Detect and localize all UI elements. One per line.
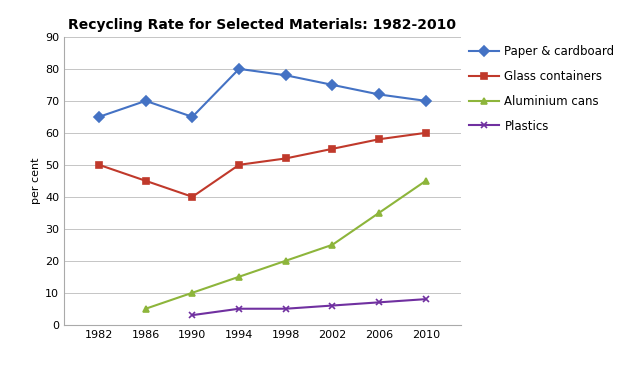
Glass containers xyxy=(95,163,103,167)
Plastics xyxy=(422,297,429,301)
Line: Aluminium cans: Aluminium cans xyxy=(142,177,429,312)
Paper & cardboard xyxy=(375,92,383,97)
Aluminium cans xyxy=(375,211,383,215)
Glass containers xyxy=(282,156,289,161)
Paper & cardboard xyxy=(142,99,150,103)
Paper & cardboard xyxy=(328,83,336,87)
Glass containers xyxy=(142,179,150,183)
Line: Paper & cardboard: Paper & cardboard xyxy=(95,65,429,120)
Aluminium cans xyxy=(236,275,243,279)
Aluminium cans xyxy=(142,307,150,311)
Glass containers xyxy=(189,194,196,199)
Plastics xyxy=(282,307,289,311)
Title: Recycling Rate for Selected Materials: 1982-2010: Recycling Rate for Selected Materials: 1… xyxy=(68,18,456,32)
Glass containers xyxy=(375,137,383,141)
Paper & cardboard xyxy=(282,73,289,77)
Paper & cardboard xyxy=(189,115,196,119)
Plastics xyxy=(189,313,196,317)
Plastics xyxy=(375,300,383,304)
Line: Glass containers: Glass containers xyxy=(95,130,429,200)
Paper & cardboard xyxy=(236,67,243,71)
Glass containers xyxy=(328,146,336,151)
Paper & cardboard xyxy=(422,99,429,103)
Plastics xyxy=(328,303,336,308)
Y-axis label: per cent: per cent xyxy=(31,158,41,204)
Aluminium cans xyxy=(328,242,336,247)
Plastics xyxy=(236,307,243,311)
Aluminium cans xyxy=(189,290,196,295)
Aluminium cans xyxy=(422,179,429,183)
Glass containers xyxy=(422,131,429,135)
Legend: Paper & cardboard, Glass containers, Aluminium cans, Plastics: Paper & cardboard, Glass containers, Alu… xyxy=(467,43,617,135)
Glass containers xyxy=(236,163,243,167)
Aluminium cans xyxy=(282,259,289,263)
Paper & cardboard xyxy=(95,115,103,119)
Line: Plastics: Plastics xyxy=(189,296,429,318)
